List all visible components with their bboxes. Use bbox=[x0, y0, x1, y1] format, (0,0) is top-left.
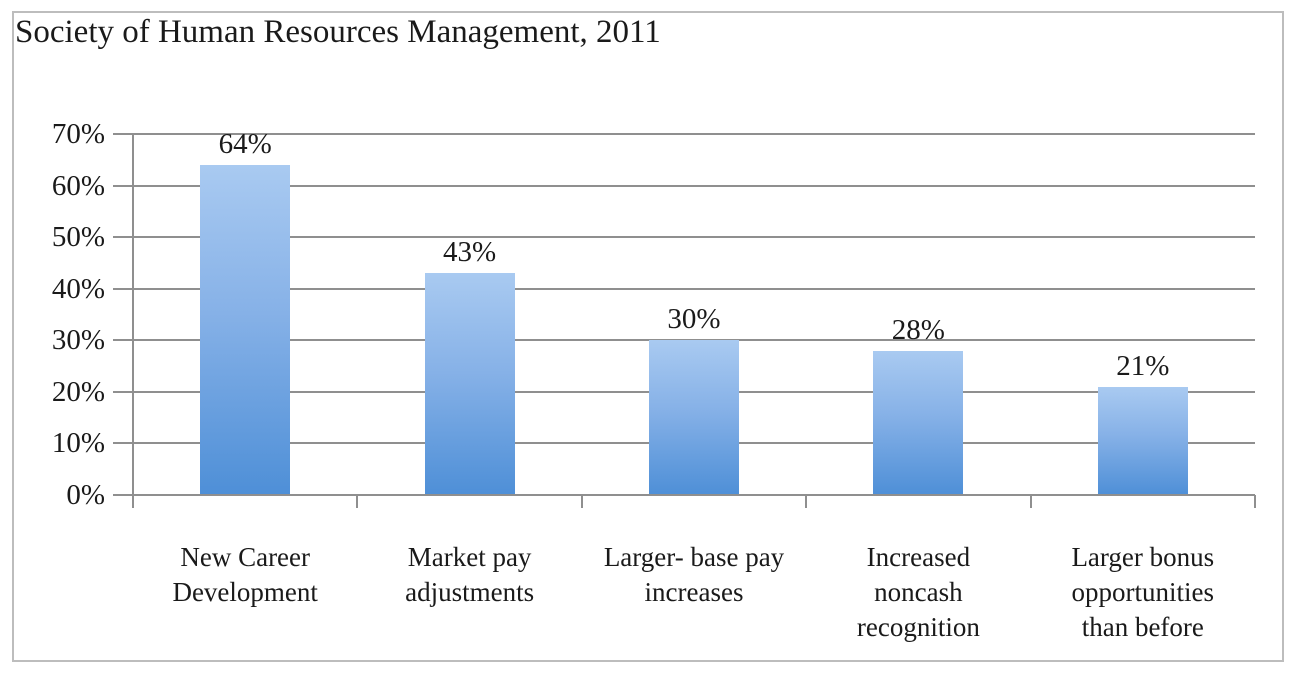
category-label: Larger bonus opportunities than before bbox=[1071, 542, 1215, 642]
x-tick bbox=[132, 495, 134, 508]
y-tick-label: 0% bbox=[66, 479, 105, 511]
y-tick-label: 60% bbox=[51, 169, 105, 202]
bar bbox=[649, 340, 739, 495]
x-tick bbox=[805, 495, 808, 508]
x-tick bbox=[356, 495, 359, 508]
bar bbox=[424, 273, 515, 495]
category-label: New Career Development bbox=[172, 542, 318, 607]
bar-value-label: 30% bbox=[667, 303, 721, 336]
category-label: Market pay adjustments bbox=[405, 542, 535, 607]
category-label: Increased noncash recognition bbox=[856, 542, 980, 642]
bar bbox=[200, 164, 291, 495]
y-tick-label: 10% bbox=[51, 427, 105, 460]
x-tick bbox=[1029, 495, 1032, 508]
bar-value-label: 21% bbox=[1116, 349, 1170, 382]
bar-value-label: 64% bbox=[218, 127, 272, 160]
x-tick bbox=[1254, 495, 1256, 508]
y-tick-label: 50% bbox=[51, 221, 105, 254]
gridline bbox=[113, 236, 1255, 239]
x-axis-line bbox=[113, 494, 1255, 496]
y-axis-line bbox=[132, 134, 134, 508]
gridline bbox=[113, 184, 1255, 187]
bar bbox=[1097, 386, 1188, 495]
bar-value-label: 28% bbox=[891, 313, 945, 346]
y-tick-label: 70% bbox=[51, 118, 105, 150]
gridline bbox=[113, 133, 1255, 135]
y-tick-label: 30% bbox=[51, 324, 105, 357]
gridline bbox=[113, 287, 1255, 290]
category-label: Larger- base pay increases bbox=[603, 542, 785, 607]
y-tick-label: 20% bbox=[51, 375, 105, 408]
bar bbox=[873, 350, 964, 495]
x-tick bbox=[580, 495, 583, 508]
bar-value-label: 43% bbox=[443, 236, 497, 269]
chart-title: Society of Human Resources Management, 2… bbox=[15, 14, 661, 50]
y-tick-label: 40% bbox=[51, 272, 105, 305]
